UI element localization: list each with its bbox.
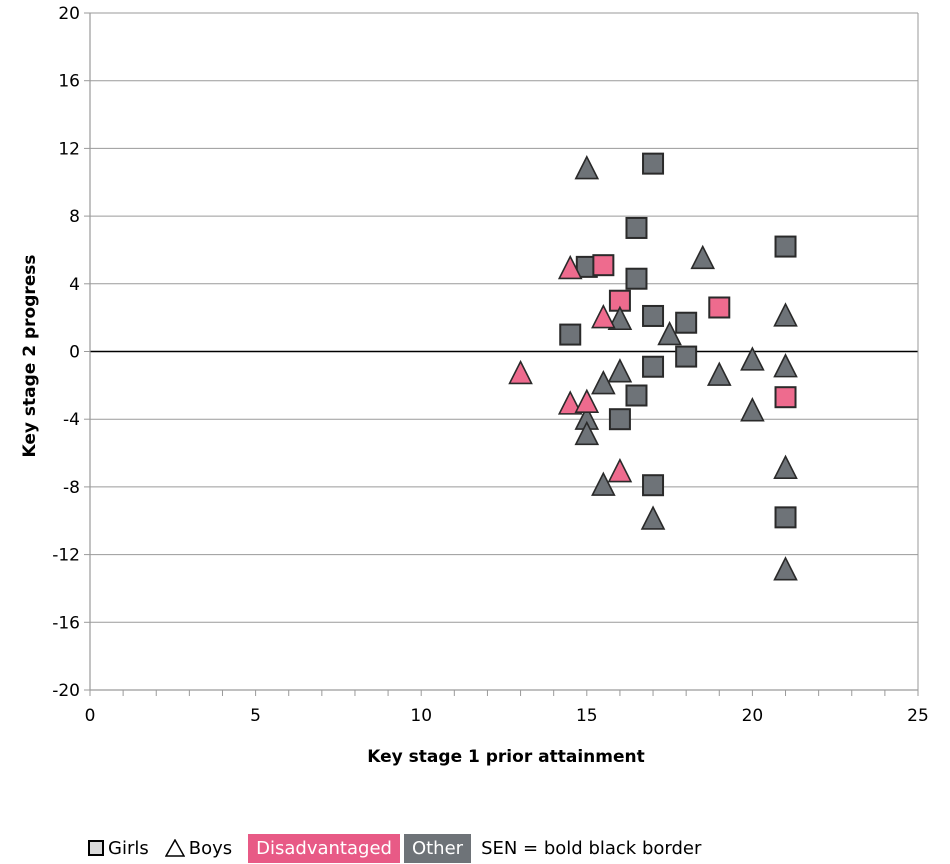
legend-girls: Girls: [88, 838, 149, 859]
y-tick-label: -20: [52, 681, 80, 701]
boy-point: [740, 346, 765, 371]
boy-point: [574, 388, 600, 413]
y-tick-label: -12: [52, 546, 80, 566]
x-tick-label: 5: [250, 706, 261, 726]
y-tick-label: 8: [69, 207, 80, 227]
boy-point: [607, 457, 633, 483]
girl-point: [774, 235, 797, 258]
x-tick-label: 15: [576, 706, 598, 726]
boy-point: [591, 303, 616, 329]
boy-point: [607, 358, 633, 383]
girl-point: [592, 254, 615, 277]
y-tick-label: -8: [63, 478, 80, 498]
girl-point: [642, 152, 665, 175]
data-points: [508, 152, 798, 581]
square-icon: [88, 840, 104, 856]
x-tick-label: 0: [85, 706, 96, 726]
boy-point: [740, 397, 765, 422]
legend-boys-label: Boys: [188, 837, 233, 859]
boy-point: [591, 471, 616, 496]
boy-point: [773, 556, 798, 581]
legend-girls-label: Girls: [108, 837, 149, 859]
girl-point: [675, 345, 698, 368]
girl-point: [642, 474, 665, 497]
x-axis-title: Key stage 1 prior attainment: [367, 747, 645, 767]
x-tick-label: 20: [742, 706, 764, 726]
girl-point: [608, 408, 631, 431]
boy-point: [508, 359, 533, 385]
y-tick-label: 20: [58, 4, 80, 24]
boy-point: [657, 320, 682, 346]
boy-point: [591, 369, 616, 395]
boy-point: [773, 454, 798, 479]
girl-point: [774, 506, 797, 529]
boy-point: [557, 254, 583, 280]
boy-point: [773, 302, 798, 327]
girl-point: [774, 386, 797, 409]
girl-point: [625, 216, 648, 239]
boy-point: [574, 420, 600, 446]
legend: Girls Boys Disadvantaged Other SEN = bol…: [88, 832, 701, 864]
boy-point: [640, 505, 666, 530]
girl-point: [675, 311, 698, 334]
y-axis-title: Key stage 2 progress: [20, 254, 40, 458]
x-tick-label: 10: [410, 706, 432, 726]
y-tick-label: 16: [58, 72, 80, 92]
legend-disadvantaged: Disadvantaged: [248, 833, 400, 863]
legend-boys: Boys: [164, 837, 233, 859]
girl-point: [559, 323, 582, 346]
girl-point: [642, 304, 665, 327]
girl-point: [625, 267, 648, 290]
legend-sen-note: SEN = bold black border: [481, 837, 702, 859]
boy-point: [706, 361, 732, 386]
girl-point: [708, 296, 731, 319]
x-tick-label: 25: [907, 706, 929, 726]
boy-point: [607, 305, 633, 331]
y-tick-label: 0: [69, 343, 80, 363]
girl-point: [625, 384, 648, 407]
boy-point: [557, 390, 583, 415]
boy-point: [690, 244, 716, 270]
axes: [84, 12, 919, 696]
y-tick-label: -16: [52, 613, 80, 633]
girl-point: [642, 355, 665, 378]
y-tick-label: -4: [63, 410, 80, 430]
y-tick-label: 12: [58, 139, 80, 159]
boy-point: [773, 353, 798, 378]
triangle-icon: [164, 839, 185, 857]
legend-other: Other: [403, 833, 472, 863]
boy-point: [574, 155, 600, 180]
y-tick-label: 4: [69, 275, 80, 295]
